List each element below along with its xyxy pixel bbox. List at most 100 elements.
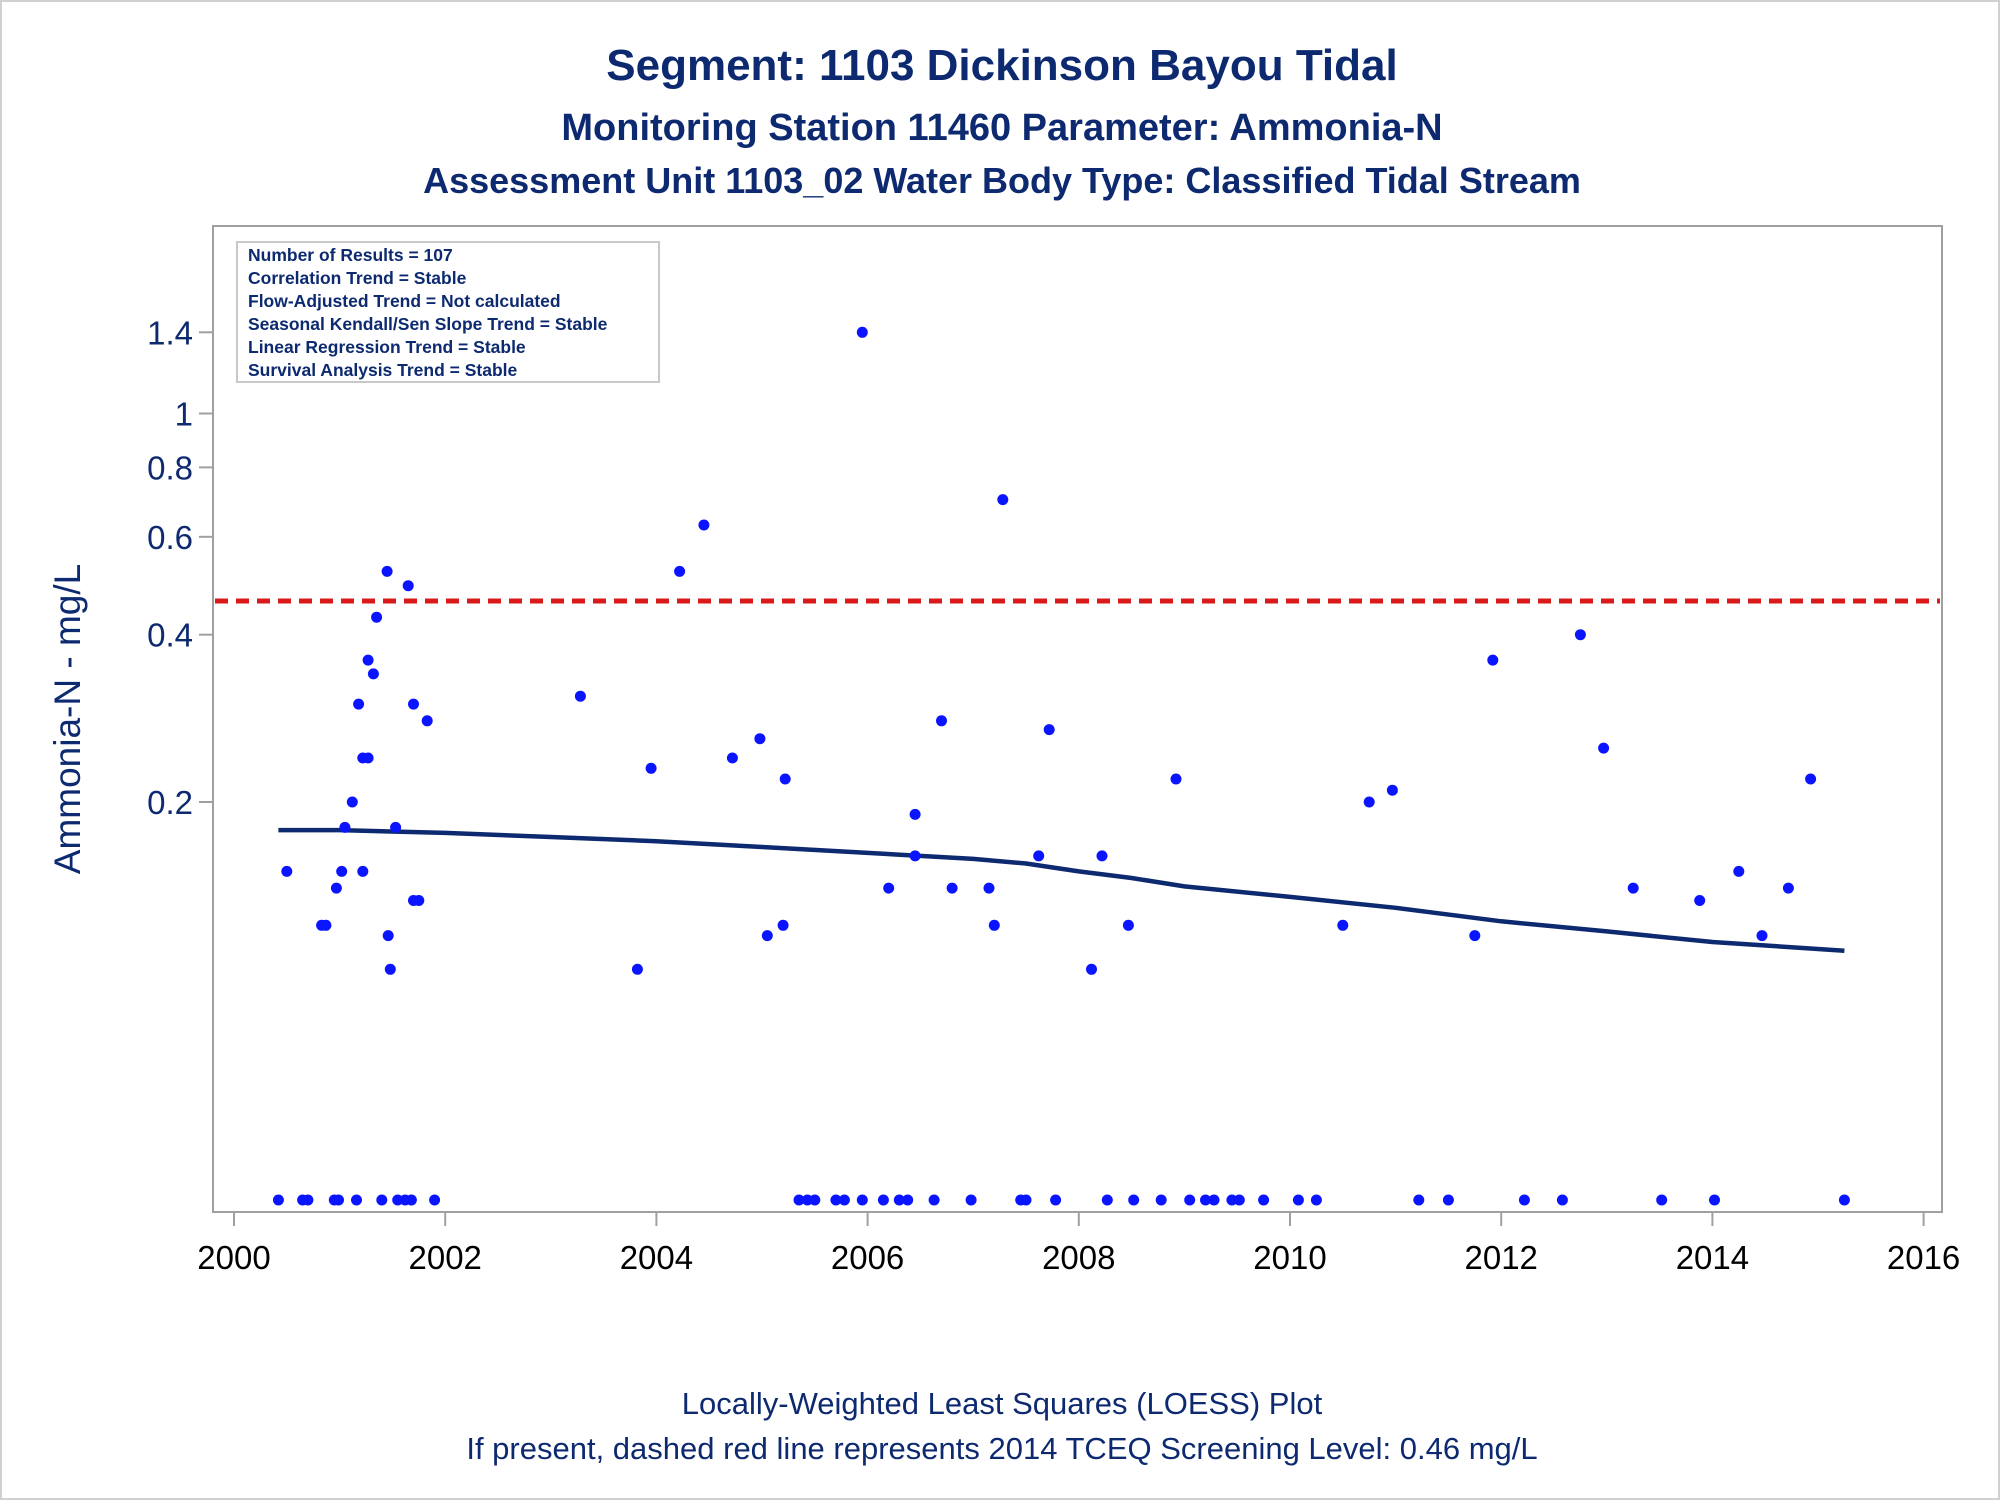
data-point (382, 930, 394, 942)
data-point (1170, 773, 1182, 785)
data-point (1086, 963, 1097, 975)
data-point (1838, 1194, 1850, 1206)
y-tick-label: 0.8 (147, 449, 193, 486)
data-point (1292, 1194, 1304, 1206)
data-point (1200, 1194, 1211, 1206)
data-point (877, 1194, 889, 1206)
chart-subtitle-2: Assessment Unit 1103_02 Water Body Type:… (423, 160, 1581, 201)
data-point (1694, 895, 1706, 906)
data-point (320, 919, 332, 931)
data-point (339, 821, 351, 833)
data-point (362, 654, 374, 666)
data-point (1184, 1194, 1196, 1206)
data-point (754, 733, 766, 745)
data-point (1627, 882, 1639, 894)
data-point (1128, 1194, 1140, 1206)
plot-area (212, 225, 1943, 1213)
data-point (1386, 784, 1398, 796)
data-point (779, 773, 791, 785)
data-point (1487, 654, 1499, 666)
data-point (367, 668, 379, 680)
data-point (928, 1194, 940, 1206)
data-point (1233, 1194, 1245, 1206)
stats-line: Survival Analysis Trend = Stable (248, 360, 518, 380)
data-point (384, 963, 396, 975)
data-point (330, 882, 342, 894)
data-point (936, 715, 947, 727)
stats-line: Correlation Trend = Stable (248, 268, 467, 288)
data-point (1208, 1194, 1220, 1206)
plot-marks (215, 326, 1940, 1206)
data-point (362, 752, 374, 764)
x-tick-label: 2006 (831, 1239, 904, 1276)
data-point (946, 882, 958, 894)
stats-line: Seasonal Kendall/Sen Slope Trend = Stabl… (248, 314, 608, 334)
data-point (336, 865, 348, 877)
data-point (429, 1194, 441, 1206)
data-point (809, 1194, 821, 1206)
y-axis-label: Ammonia-N - mg/L (47, 564, 88, 874)
stats-line: Linear Regression Trend = Stable (248, 337, 526, 357)
data-point (761, 930, 773, 942)
data-point (988, 919, 1000, 931)
data-point (777, 919, 789, 931)
data-point (1155, 1194, 1167, 1206)
data-point (405, 1194, 417, 1206)
data-point (1733, 865, 1745, 877)
data-point (390, 821, 402, 833)
data-point (1122, 919, 1134, 931)
y-tick-label: 0.2 (147, 784, 193, 821)
data-point (1033, 850, 1045, 862)
y-axis: 0.2 0.4 0.6 0.8 1 1.4 (147, 314, 213, 821)
data-point (346, 796, 358, 808)
data-point (1096, 850, 1108, 862)
y-tick-label: 0.6 (147, 519, 193, 556)
data-point (830, 1194, 842, 1206)
data-point (902, 1194, 914, 1206)
data-point (983, 882, 995, 894)
y-tick-label: 0.4 (147, 617, 193, 654)
data-point (408, 698, 419, 710)
data-point (1337, 919, 1349, 931)
loess-line (278, 827, 1845, 953)
x-tick-label: 2000 (197, 1239, 270, 1276)
data-point (793, 1194, 805, 1206)
data-point (381, 565, 393, 577)
data-point (1782, 882, 1794, 894)
data-point (1574, 629, 1586, 641)
data-point (838, 1194, 850, 1206)
data-point (645, 762, 657, 774)
y-tick-label: 1 (175, 396, 193, 433)
data-point (1518, 1194, 1530, 1206)
data-point (1556, 1194, 1568, 1206)
data-point (413, 895, 425, 906)
data-point (371, 611, 383, 623)
x-tick-label: 2008 (1042, 1239, 1115, 1276)
data-point (421, 715, 433, 727)
data-point (402, 580, 414, 592)
x-tick-label: 2002 (408, 1239, 481, 1276)
data-point (631, 963, 643, 975)
data-point (1043, 724, 1055, 736)
data-point (302, 1194, 314, 1206)
data-point (1101, 1194, 1113, 1206)
x-tick-label: 2014 (1676, 1239, 1749, 1276)
data-point (909, 808, 921, 820)
data-point (856, 326, 868, 338)
data-point (351, 1194, 362, 1206)
x-tick-label: 2004 (620, 1239, 693, 1276)
data-point (997, 494, 1009, 506)
data-point (698, 519, 710, 531)
data-point (1310, 1194, 1322, 1206)
data-point (1709, 1194, 1720, 1206)
data-point (333, 1194, 344, 1206)
x-tick-label: 2010 (1253, 1239, 1326, 1276)
footnote: If present, dashed red line represents 2… (466, 1431, 1537, 1466)
data-point (1805, 773, 1817, 785)
data-point (574, 690, 586, 702)
data-point (1050, 1194, 1062, 1206)
data-point (1469, 930, 1481, 942)
data-point (1756, 930, 1768, 942)
data-point (856, 1194, 868, 1206)
